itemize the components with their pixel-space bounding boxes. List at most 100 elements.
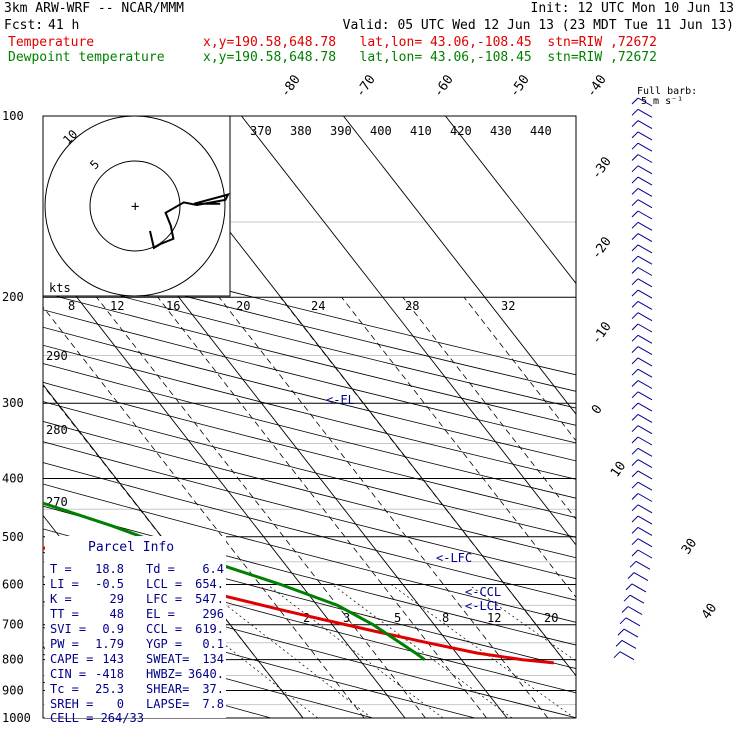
parcel-info-label: LAPSE= bbox=[146, 697, 189, 711]
parcel-info-value: 0.9 bbox=[102, 622, 124, 636]
dewpoint-profile bbox=[43, 501, 426, 661]
parcel-info-value: 0.1 bbox=[202, 637, 224, 651]
wind-barb bbox=[631, 108, 639, 116]
dry-adiabat-line bbox=[43, 243, 576, 376]
dry-adiabat-line bbox=[43, 576, 576, 718]
mixing-ratio-label: 3 bbox=[343, 611, 350, 625]
speed-tick-label: 8 bbox=[68, 299, 75, 313]
wind-barb bbox=[637, 312, 653, 322]
wind-barb bbox=[637, 187, 653, 197]
moist-adiabat-line bbox=[341, 296, 576, 598]
moist-adiabat-line bbox=[402, 296, 576, 520]
valid-time: Valid: 05 UTC Wed 12 Jun 13 (23 MDT Tue … bbox=[342, 18, 734, 33]
wind-barb bbox=[637, 515, 653, 525]
forecast-hour: 41 h bbox=[48, 18, 80, 33]
parcel-info-value: 654. bbox=[195, 577, 224, 591]
isotherm-label: 10 bbox=[608, 459, 629, 480]
parcel-info-label: SHEAR= bbox=[146, 682, 189, 696]
parcel-info-label: K = bbox=[50, 592, 72, 606]
level-marker-el: <-EL bbox=[326, 393, 355, 407]
mixing-ratio-line bbox=[468, 584, 576, 662]
wind-barb bbox=[631, 459, 639, 466]
hodograph-panel bbox=[42, 115, 231, 297]
theta-label: 420 bbox=[450, 124, 472, 138]
pressure-label: 200 bbox=[2, 290, 24, 304]
hodograph-origin: + bbox=[131, 199, 139, 215]
wind-barb bbox=[637, 108, 653, 118]
wind-barb bbox=[631, 538, 639, 546]
wind-barb bbox=[629, 594, 645, 604]
pressure-label: 700 bbox=[2, 618, 24, 632]
hodograph-ring bbox=[89, 160, 181, 252]
wind-barb bbox=[631, 346, 639, 353]
parcel-info-value: 29 bbox=[110, 592, 124, 606]
wind-barb bbox=[637, 221, 653, 231]
isotherm-label: -70 bbox=[353, 72, 379, 100]
wind-barb bbox=[627, 606, 643, 615]
parcel-info-value: 18.8 bbox=[95, 562, 124, 576]
wind-barb bbox=[631, 447, 639, 455]
wind-barb bbox=[631, 481, 639, 489]
level-marker-ccl: <-CCL bbox=[465, 585, 501, 599]
dry-adiabat-line bbox=[43, 462, 576, 601]
level-marker-lcl: <-LCL bbox=[465, 599, 501, 613]
wind-barb bbox=[637, 300, 653, 310]
isotherm-line bbox=[343, 116, 576, 415]
wind-barb bbox=[637, 154, 653, 163]
wind-barb bbox=[631, 380, 639, 387]
wind-barb bbox=[637, 504, 653, 514]
theta-label: 400 bbox=[370, 124, 392, 138]
isotherm-label: -30 bbox=[589, 154, 615, 182]
temperature-profile bbox=[43, 546, 554, 665]
wind-barb bbox=[637, 402, 653, 412]
wind-barb bbox=[631, 165, 639, 173]
isotherm-label: -50 bbox=[507, 72, 533, 100]
parcel-info-label: SWEAT= bbox=[146, 652, 189, 666]
wind-barb bbox=[631, 391, 639, 399]
level-marker-lfc: <-LFC bbox=[436, 551, 472, 565]
wind-barb bbox=[637, 549, 653, 559]
wind-barb bbox=[637, 493, 653, 502]
wind-barb bbox=[625, 583, 633, 591]
temperature-location: x,y=190.58,648.78 lat,lon= 43.06,-108.45… bbox=[203, 35, 657, 50]
parcel-info-value: 619. bbox=[195, 622, 224, 636]
wind-barb bbox=[619, 651, 635, 661]
wind-barb bbox=[613, 651, 621, 659]
pressure-label: 300 bbox=[2, 396, 24, 410]
parcel-info-label: YGP = bbox=[146, 637, 182, 651]
isotherm-label: 40 bbox=[699, 601, 720, 622]
pressure-label: 900 bbox=[2, 683, 24, 697]
dry-adiabat-line bbox=[43, 259, 576, 392]
wind-barb bbox=[637, 538, 653, 548]
isotherm-label: 30 bbox=[679, 536, 700, 557]
wind-barb bbox=[637, 176, 653, 186]
parcel-info-label: Td = bbox=[146, 562, 175, 576]
parcel-info-value: 0 bbox=[117, 697, 124, 711]
parcel-info-title: Parcel Info bbox=[88, 540, 174, 555]
parcel-info-value: -418 bbox=[95, 667, 124, 681]
isotherm-line bbox=[445, 116, 576, 285]
moist-adiabat-line bbox=[463, 296, 576, 442]
theta-label: 380 bbox=[290, 124, 312, 138]
parcel-info-value: 3640. bbox=[188, 667, 224, 681]
parcel-info-box bbox=[45, 536, 226, 718]
theta-label: 370 bbox=[250, 124, 272, 138]
wind-barb bbox=[619, 617, 627, 625]
wind-barb bbox=[629, 560, 637, 568]
wind-barb bbox=[631, 527, 639, 534]
wind-barb bbox=[631, 357, 639, 365]
isotherm-label: -10 bbox=[589, 319, 615, 347]
wind-barb bbox=[637, 481, 653, 491]
speed-tick-label: 32 bbox=[501, 299, 515, 313]
isotherm-line bbox=[43, 253, 406, 718]
theta-label: 290 bbox=[46, 349, 68, 363]
wind-barb bbox=[631, 210, 639, 218]
dry-adiabat-line bbox=[43, 505, 576, 646]
wind-barb bbox=[637, 346, 653, 356]
wind-barb bbox=[631, 402, 639, 410]
moist-adiabat-line bbox=[96, 296, 426, 718]
wind-barb bbox=[631, 97, 639, 105]
theta-label: 410 bbox=[410, 124, 432, 138]
wind-barb bbox=[637, 447, 653, 457]
